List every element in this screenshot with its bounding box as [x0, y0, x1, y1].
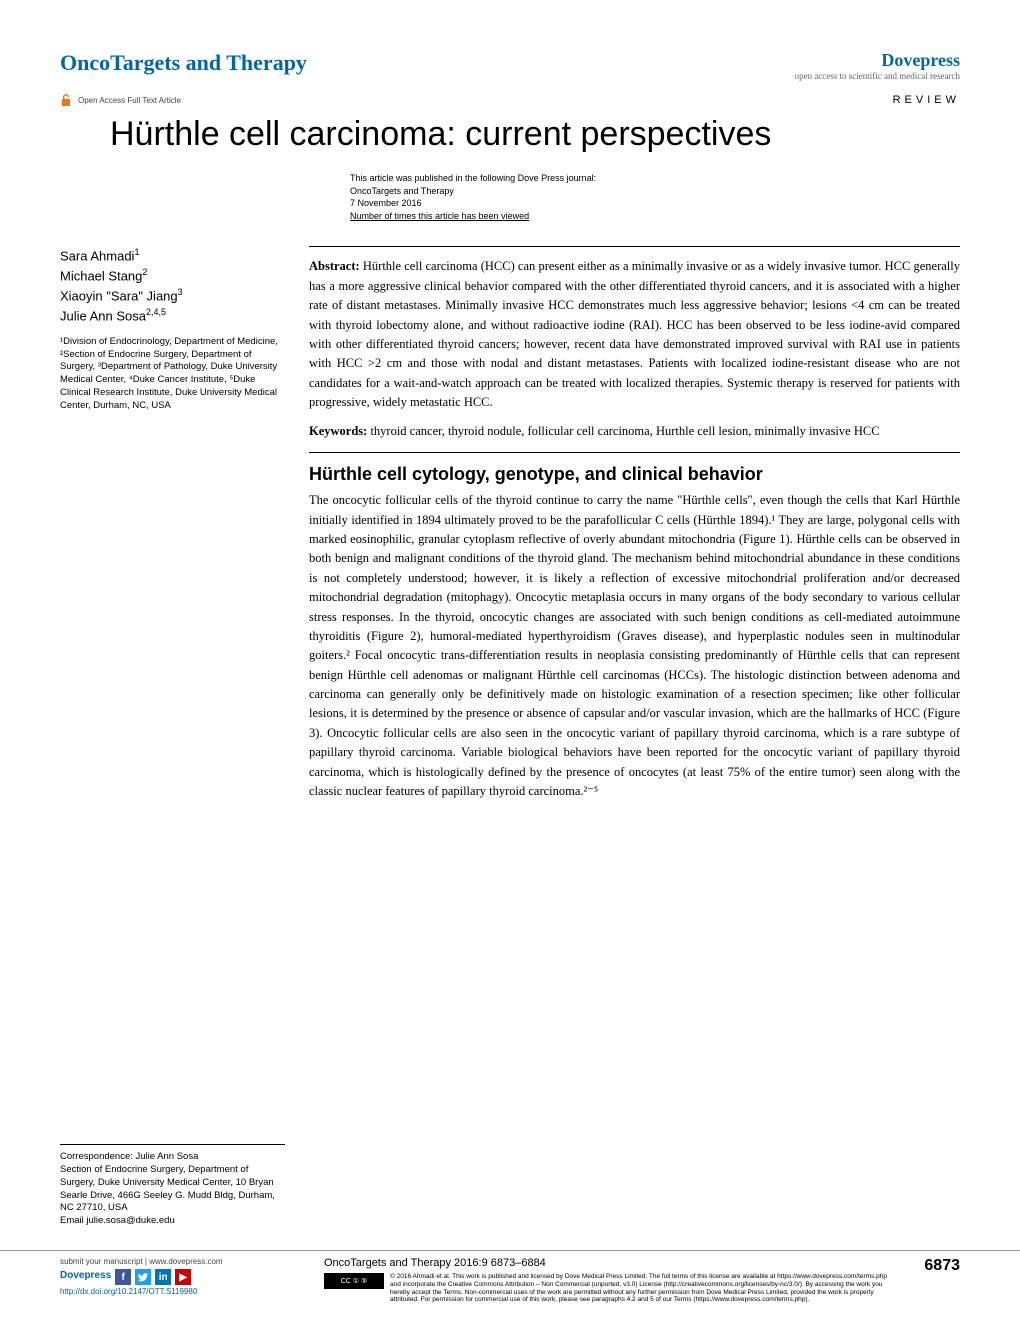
linkedin-icon[interactable]: in — [155, 1269, 171, 1285]
youtube-icon[interactable]: ▶ — [175, 1269, 191, 1285]
author-affil-sup: 2 — [142, 267, 147, 277]
pub-info-line: This article was published in the follow… — [350, 172, 960, 185]
license-text: © 2016 Ahmadi et al. This work is publis… — [390, 1273, 890, 1304]
page-footer: submit your manuscript | www.dovepress.c… — [0, 1250, 1020, 1320]
open-access-badge[interactable]: Open Access Full Text Article — [60, 93, 181, 107]
correspondence-block: Correspondence: Julie Ann Sosa Section o… — [60, 1144, 285, 1228]
section-body: The oncocytic follicular cells of the th… — [309, 491, 960, 801]
facebook-icon[interactable]: f — [115, 1269, 131, 1285]
pub-info-date: 7 November 2016 — [350, 197, 960, 210]
page-header: OncoTargets and Therapy Dovepress open a… — [60, 50, 960, 81]
open-lock-icon — [60, 93, 72, 107]
abstract-paragraph: Abstract: Hürthle cell carcinoma (HCC) c… — [309, 257, 960, 412]
keywords-paragraph: Keywords: thyroid cancer, thyroid nodule… — [309, 422, 960, 441]
subheader-row: Open Access Full Text Article REVIEW — [60, 93, 960, 107]
correspondence-email[interactable]: Email julie.sosa@duke.edu — [60, 1215, 285, 1228]
keywords-text: thyroid cancer, thyroid nodule, follicul… — [367, 424, 879, 438]
author-name: Michael Stang — [60, 269, 142, 284]
dovepress-link[interactable]: Dovepress — [60, 1269, 111, 1285]
author-list: Sara Ahmadi1 Michael Stang2 Xiaoyin "Sar… — [60, 246, 285, 325]
left-column: Sara Ahmadi1 Michael Stang2 Xiaoyin "Sar… — [60, 246, 285, 801]
footer-left: submit your manuscript | www.dovepress.c… — [60, 1257, 300, 1314]
author-affil-sup: 1 — [134, 247, 139, 257]
section-divider — [309, 452, 960, 453]
cc-license-badge[interactable]: CC ① ⑤ — [324, 1273, 384, 1289]
twitter-icon[interactable] — [135, 1269, 151, 1285]
abstract-text: Hürthle cell carcinoma (HCC) can present… — [309, 259, 960, 409]
keywords-label: Keywords: — [309, 424, 367, 438]
doi-link[interactable]: http://dx.doi.org/10.2147/OTT.S119980 — [60, 1287, 300, 1297]
pub-info-journal: OncoTargets and Therapy — [350, 185, 960, 198]
publication-info: This article was published in the follow… — [350, 172, 960, 222]
author-affil-sup: 3 — [178, 287, 183, 297]
footer-center: OncoTargets and Therapy 2016:9 6873–6884… — [300, 1257, 890, 1314]
main-column: Abstract: Hürthle cell carcinoma (HCC) c… — [309, 246, 960, 801]
open-access-label: Open Access Full Text Article — [78, 96, 181, 105]
article-type-label: REVIEW — [893, 94, 960, 106]
author-affil-sup: 2,4,5 — [146, 307, 166, 317]
social-row: Dovepress f in ▶ — [60, 1269, 300, 1285]
views-counter-link[interactable]: Number of times this article has been vi… — [350, 210, 960, 223]
page-number: 6873 — [890, 1257, 960, 1314]
abstract-label: Abstract: — [309, 259, 360, 273]
author-name: Sara Ahmadi — [60, 249, 134, 264]
publisher-tagline: open access to scientific and medical re… — [795, 71, 960, 81]
section-heading: Hürthle cell cytology, genotype, and cli… — [309, 463, 960, 486]
author-name: Julie Ann Sosa — [60, 308, 146, 323]
affiliations: ¹Division of Endocrinology, Department o… — [60, 336, 285, 413]
article-title: Hürthle cell carcinoma: current perspect… — [110, 115, 960, 154]
journal-name: OncoTargets and Therapy — [60, 50, 307, 76]
author-name: Xiaoyin "Sara" Jiang — [60, 288, 178, 303]
publisher-block: Dovepress open access to scientific and … — [795, 50, 960, 81]
publisher-name[interactable]: Dovepress — [795, 50, 960, 71]
submit-manuscript-link[interactable]: submit your manuscript | www.dovepress.c… — [60, 1257, 300, 1267]
citation: OncoTargets and Therapy 2016:9 6873–6884 — [324, 1257, 890, 1269]
correspondence-address: Section of Endocrine Surgery, Department… — [60, 1164, 285, 1215]
correspondence-label: Correspondence: Julie Ann Sosa — [60, 1151, 285, 1164]
